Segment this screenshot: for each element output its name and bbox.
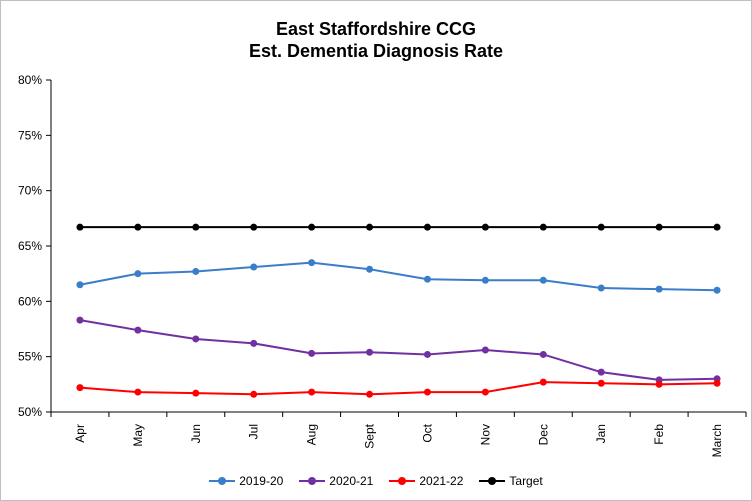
legend-label: Target — [509, 474, 543, 488]
legend-item-2021-22: 2021-22 — [389, 474, 463, 488]
data-point-2019-20 — [76, 281, 84, 289]
x-tick-label: Nov — [478, 424, 492, 445]
data-point-target — [539, 223, 547, 231]
data-point-target — [481, 223, 489, 231]
data-point-2021-22 — [192, 389, 200, 397]
series-line-2020-21 — [79, 319, 718, 381]
data-point-2019-20 — [713, 286, 721, 294]
data-point-2021-22 — [423, 388, 431, 396]
data-point-2021-22 — [250, 390, 258, 398]
chart-title-line-1: East Staffordshire CCG — [275, 19, 477, 39]
data-point-2019-20 — [250, 263, 258, 271]
data-point-target — [134, 223, 142, 231]
legend-item-2019-20: 2019-20 — [209, 474, 283, 488]
data-point-target — [366, 223, 374, 231]
data-point-target — [713, 223, 721, 231]
series-line-2021-22 — [79, 381, 718, 396]
x-tick-label: Dec — [536, 424, 550, 445]
x-tick-label: May — [131, 424, 145, 447]
y-tick-label: 60% — [18, 294, 42, 308]
data-point-2019-20 — [655, 285, 663, 293]
legend-swatch — [299, 476, 326, 486]
x-tick-label: Feb — [652, 424, 666, 445]
data-point-2021-22 — [713, 379, 721, 387]
data-point-2020-21 — [134, 326, 142, 334]
x-tick-label: Oct — [420, 423, 434, 442]
legend-swatch — [479, 476, 506, 486]
data-point-2020-21 — [250, 339, 258, 347]
chart-title-line-2: Est. Dementia Diagnosis Rate — [248, 41, 504, 61]
y-tick-label: 65% — [18, 239, 42, 253]
data-point-2019-20 — [597, 284, 605, 292]
data-point-2020-21 — [597, 368, 605, 376]
x-tick-label: Jun — [189, 424, 203, 443]
data-point-target — [250, 223, 258, 231]
x-tick-label: Apr — [73, 424, 87, 443]
data-point-target — [423, 223, 431, 231]
data-point-2019-20 — [366, 265, 374, 273]
data-point-2020-21 — [308, 349, 316, 357]
data-point-target — [76, 223, 84, 231]
x-tick-label: Jul — [247, 424, 261, 439]
data-point-target — [655, 223, 663, 231]
y-tick-label: 75% — [18, 128, 42, 142]
y-tick-label: 55% — [18, 350, 42, 364]
y-tick-label: 80% — [18, 73, 42, 87]
x-tick-label: Sept — [363, 423, 377, 448]
legend-item-2020-21: 2020-21 — [299, 474, 373, 488]
legend-swatch — [209, 476, 236, 486]
data-point-2021-22 — [308, 388, 316, 396]
data-point-2020-21 — [366, 348, 374, 356]
legend-swatch — [389, 476, 416, 486]
x-tick-label: Jan — [594, 424, 608, 443]
data-point-2021-22 — [481, 388, 489, 396]
data-point-2019-20 — [539, 276, 547, 284]
data-point-target — [308, 223, 316, 231]
data-point-2019-20 — [423, 275, 431, 283]
data-point-2021-22 — [76, 384, 84, 392]
data-point-2019-20 — [308, 259, 316, 267]
y-tick-label: 70% — [18, 184, 42, 198]
data-point-2021-22 — [655, 380, 663, 388]
legend-label: 2020-21 — [329, 474, 374, 488]
data-point-2021-22 — [134, 388, 142, 396]
y-tick-label: 50% — [18, 405, 42, 419]
data-point-target — [192, 223, 200, 231]
series-line-2019-20 — [79, 261, 718, 292]
data-point-2020-21 — [539, 350, 547, 358]
data-point-2019-20 — [134, 270, 142, 278]
data-point-2021-22 — [597, 379, 605, 387]
data-point-2020-21 — [481, 346, 489, 354]
data-point-2019-20 — [481, 276, 489, 284]
legend-label: 2019-20 — [239, 474, 284, 488]
legend-item-target: Target — [479, 474, 543, 488]
x-tick-label: March — [710, 424, 724, 457]
legend-label: 2021-22 — [419, 474, 464, 488]
x-tick-label: Aug — [305, 424, 319, 445]
chart-legend: 2019-20 2020-21 2021-22 Target — [0, 474, 752, 489]
data-point-2020-21 — [76, 316, 84, 324]
data-point-2019-20 — [192, 267, 200, 275]
chart-title: East Staffordshire CCG Est. Dementia Dia… — [0, 18, 752, 62]
data-point-2021-22 — [366, 390, 374, 398]
data-point-2020-21 — [423, 350, 431, 358]
data-point-2021-22 — [539, 378, 547, 386]
data-point-target — [597, 223, 605, 231]
data-point-2020-21 — [192, 335, 200, 343]
